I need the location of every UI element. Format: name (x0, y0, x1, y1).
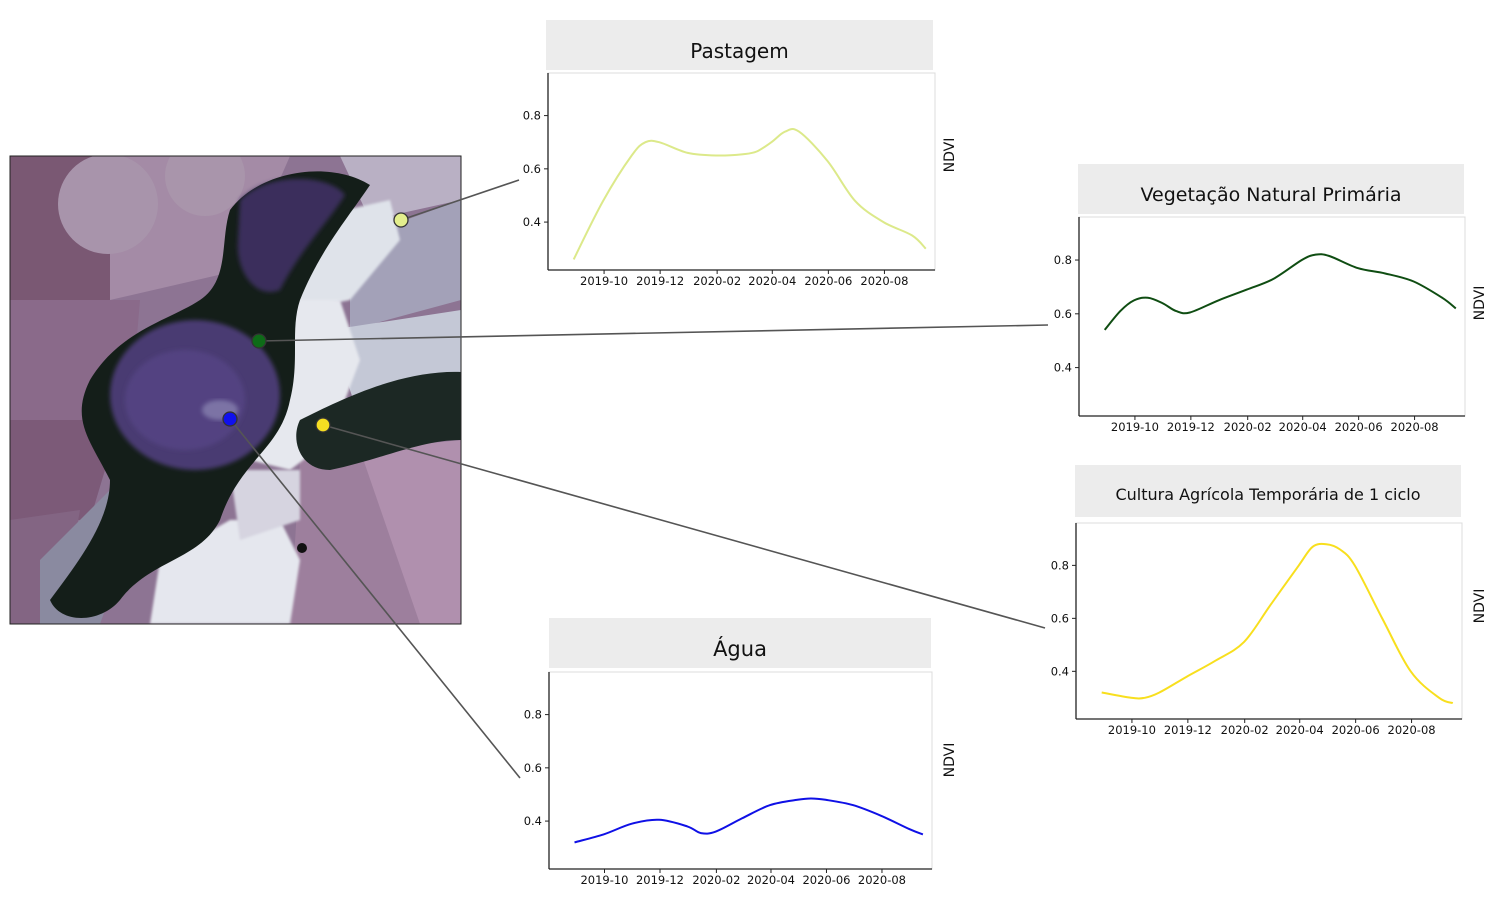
y-axis-label: NDVI (1472, 286, 1488, 321)
chart-header (1075, 465, 1461, 517)
y-tick-label: 0.4 (524, 814, 542, 828)
connector-agua (229, 418, 521, 779)
chart-header (1078, 164, 1464, 214)
chart-vegetacao: Vegetação Natural Primária 0.4 0.6 0.8 2019… (1054, 164, 1488, 434)
chart-agua: Água 0.4 0.6 0.8 2019-10 2019-12 2020-02 2020-… (524, 618, 958, 887)
connector-lines (229, 179, 1049, 779)
x-tick-label: 2020-04 (747, 873, 795, 887)
ndvi-series-line (1103, 253, 1457, 331)
x-tick-label: 2019-12 (1164, 723, 1212, 737)
pastagem-point[interactable] (393, 212, 409, 228)
x-tick-label: 2019-10 (1108, 723, 1156, 737)
satellite-image-frame (9, 155, 462, 625)
x-tick-label: 2020-04 (1276, 723, 1324, 737)
chart-title: Cultura Agrícola Temporária de 1 ciclo (1115, 485, 1420, 504)
x-tick-label: 2020-06 (1335, 420, 1383, 434)
plot-area (1078, 216, 1466, 417)
chart-title: Vegetação Natural Primária (1140, 184, 1401, 206)
y-axis-label: NDVI (1472, 589, 1488, 624)
agua-point[interactable] (222, 411, 238, 427)
y-tick-label: 0.6 (1051, 611, 1069, 625)
plot-area (1075, 522, 1463, 720)
y-tick-label: 0.8 (524, 708, 542, 722)
x-tick-label: 2020-08 (1391, 420, 1439, 434)
center-pivot-field (58, 156, 158, 254)
x-tick-label: 2020-06 (802, 873, 850, 887)
y-tick-label: 0.4 (523, 215, 541, 229)
connector-vegetacao (258, 324, 1049, 342)
x-tick-label: 2020-02 (693, 274, 741, 288)
y-tick-label: 0.4 (1054, 361, 1072, 375)
y-tick-label: 0.8 (523, 109, 541, 123)
y-tick-label: 0.6 (1054, 307, 1072, 321)
connector-cultura (322, 424, 1046, 629)
plot-area (548, 671, 933, 870)
x-tick-label: 2020-02 (1221, 723, 1269, 737)
x-tick-label: 2020-08 (1388, 723, 1436, 737)
chart-header (546, 20, 933, 70)
x-tick-label: 2020-02 (692, 873, 740, 887)
plot-area (547, 72, 936, 271)
x-tick-label: 2019-10 (580, 873, 628, 887)
chart-pastagem: Pastagem 0.4 0.6 0.8 2019-10 2019-12 2020-02 2… (523, 20, 958, 288)
y-tick-label: 0.6 (523, 162, 541, 176)
x-tick-label: 2020-06 (1332, 723, 1380, 737)
y-tick-label: 0.4 (1051, 664, 1069, 678)
x-tick-label: 2019-10 (1111, 420, 1159, 434)
x-tick-label: 2019-12 (636, 274, 684, 288)
x-tick-label: 2020-04 (1279, 420, 1327, 434)
connector-pastagem (400, 179, 520, 221)
y-tick-label: 0.6 (524, 761, 542, 775)
satellite-image (10, 156, 461, 624)
y-tick-label: 0.8 (1054, 253, 1072, 267)
vegetacao-point[interactable] (251, 333, 267, 349)
x-tick-label: 2019-12 (636, 873, 684, 887)
chart-cultura: Cultura Agrícola Temporária de 1 ciclo 0… (1051, 465, 1488, 737)
x-tick-label: 2019-10 (580, 274, 628, 288)
ndvi-series-line (572, 127, 927, 260)
cultura-point[interactable] (315, 417, 331, 433)
ndvi-series-line (574, 797, 924, 844)
x-tick-label: 2020-04 (748, 274, 796, 288)
y-tick-label: 0.8 (1051, 558, 1069, 572)
chart-title: Água (713, 636, 767, 661)
x-tick-label: 2020-02 (1224, 420, 1272, 434)
y-axis-label: NDVI (942, 743, 958, 778)
chart-title: Pastagem (690, 39, 788, 63)
ndvi-series-line (1101, 542, 1454, 705)
x-tick-label: 2020-06 (804, 274, 852, 288)
y-axis-label: NDVI (942, 138, 958, 173)
sample-points (222, 212, 409, 433)
x-tick-label: 2020-08 (860, 274, 908, 288)
x-tick-label: 2020-08 (858, 873, 906, 887)
chart-header (549, 618, 931, 668)
x-tick-label: 2019-12 (1167, 420, 1215, 434)
